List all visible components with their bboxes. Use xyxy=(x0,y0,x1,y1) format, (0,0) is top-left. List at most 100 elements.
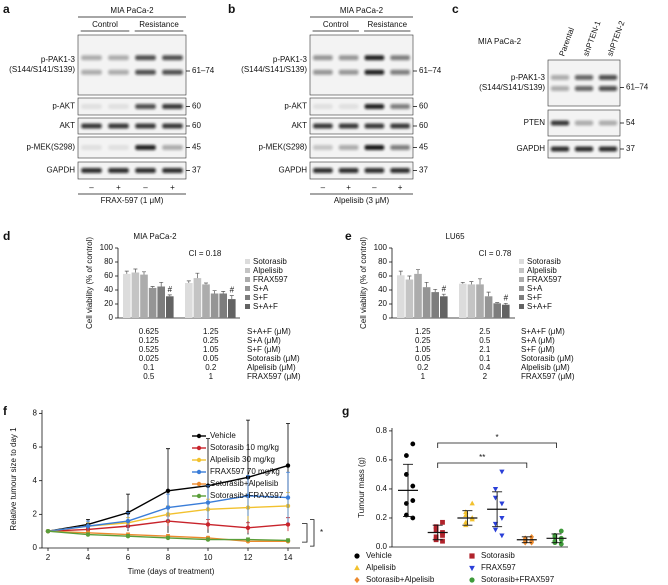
dose-label: S+A (μM) xyxy=(521,336,555,345)
treatment-sign: + xyxy=(346,183,351,192)
group-label: Control xyxy=(92,20,118,29)
blot-band xyxy=(338,145,359,150)
legend-swatch xyxy=(519,277,524,282)
legend-marker xyxy=(354,553,360,559)
legend-marker xyxy=(469,577,475,583)
dose-value: 0.25 xyxy=(203,336,219,345)
legend-label: Sotorasib xyxy=(527,257,561,266)
dose-value: 0.525 xyxy=(139,345,160,354)
blot-band xyxy=(574,146,594,152)
point xyxy=(499,533,505,539)
blot-band xyxy=(313,123,333,129)
blot-band xyxy=(338,55,359,61)
dose-label: S+F (μM) xyxy=(247,345,281,354)
point xyxy=(463,522,469,528)
dose-label: FRAX597 (μM) xyxy=(521,372,575,381)
dose-value: 1 xyxy=(421,372,426,381)
error-bar xyxy=(204,282,208,285)
point xyxy=(245,537,251,542)
bar xyxy=(131,272,140,318)
dose-value: 0.625 xyxy=(139,327,160,336)
legend-label: Sotorasib+FRAX597 xyxy=(210,491,284,500)
y-tick-label: 8 xyxy=(33,408,38,417)
error-bar xyxy=(142,271,146,275)
error-bar xyxy=(407,275,412,280)
blot-band xyxy=(574,86,594,92)
x-tick-label: 2 xyxy=(46,553,51,562)
point xyxy=(285,522,291,527)
legend-label: Sotorasib+FRAX597 xyxy=(481,575,555,584)
bar xyxy=(493,303,501,318)
blot-band xyxy=(108,69,129,75)
blot-band xyxy=(81,104,102,109)
legend-label: S+A+F xyxy=(527,302,552,311)
error-bar xyxy=(478,278,482,285)
blot-band xyxy=(162,55,183,61)
y-tick-label: 0 xyxy=(383,313,388,322)
y-axis-label: Cell viability (% of control) xyxy=(359,237,368,329)
sig-label: * xyxy=(320,528,323,537)
blot-band xyxy=(338,168,359,173)
blot-band xyxy=(313,145,333,150)
mw-label: 61–74 xyxy=(192,66,215,75)
blot-band xyxy=(135,69,156,75)
legend-marker xyxy=(354,564,360,571)
legend-marker xyxy=(196,493,202,499)
dose-value: 0.125 xyxy=(139,336,160,345)
error-bar xyxy=(469,281,474,285)
bar xyxy=(219,293,227,318)
legend-swatch xyxy=(245,295,250,300)
blot-band xyxy=(108,168,129,173)
y-tick-label: 0 xyxy=(109,313,114,322)
y-tick-label: 0.4 xyxy=(376,484,388,493)
mw-label: 60 xyxy=(192,102,201,111)
row-label: GAPDH xyxy=(279,166,308,175)
sig-mark: # xyxy=(168,285,173,294)
legend-marker xyxy=(469,565,475,572)
y-tick-label: 100 xyxy=(100,243,114,252)
blot-band xyxy=(338,123,359,129)
point xyxy=(165,505,171,510)
mw-label: 54 xyxy=(626,118,635,127)
row-label: (S144/S141/S139) xyxy=(479,83,545,92)
row-label: GAPDH xyxy=(517,144,546,153)
legend-label: Alpelisib xyxy=(366,563,396,572)
dose-label: Alpelisib (μM) xyxy=(521,363,570,372)
point xyxy=(245,493,251,499)
blot-box xyxy=(309,34,414,96)
bar xyxy=(431,292,439,318)
treatment-sign: + xyxy=(170,183,175,192)
blot-band xyxy=(162,168,183,173)
treatment-sign: – xyxy=(372,183,377,192)
error-bar xyxy=(159,281,164,287)
point xyxy=(125,534,131,539)
blot-band xyxy=(550,120,570,126)
panel-label: e xyxy=(345,229,352,243)
blot-band xyxy=(108,104,129,109)
x-tick-label: 4 xyxy=(86,553,91,562)
mw-label: 37 xyxy=(192,166,201,175)
legend-label: Vehicle xyxy=(366,551,392,560)
panel-label: f xyxy=(3,404,8,418)
bar xyxy=(185,283,193,318)
mw-label: 45 xyxy=(419,143,428,152)
dose-label: Sotorasib (μM) xyxy=(247,354,300,363)
error-bar xyxy=(150,286,155,288)
blot-band xyxy=(364,104,385,109)
mw-label: 60 xyxy=(192,121,201,130)
blot-band xyxy=(390,168,410,173)
sig-bracket xyxy=(302,519,315,547)
y-tick-label: 40 xyxy=(378,285,387,294)
chart-title: LU65 xyxy=(445,232,465,241)
blot-band xyxy=(135,104,156,109)
row-label: p-PAK1-3 xyxy=(273,55,308,64)
sd-bar xyxy=(492,491,503,528)
row-label: AKT xyxy=(291,121,307,130)
dose-label: S+A (μM) xyxy=(247,336,281,345)
point xyxy=(558,528,564,534)
dose-value: 0.05 xyxy=(415,354,431,363)
blot-band xyxy=(598,74,618,80)
blot-band xyxy=(598,86,618,92)
treatment-sign: + xyxy=(116,183,121,192)
y-tick-label: 20 xyxy=(104,299,113,308)
